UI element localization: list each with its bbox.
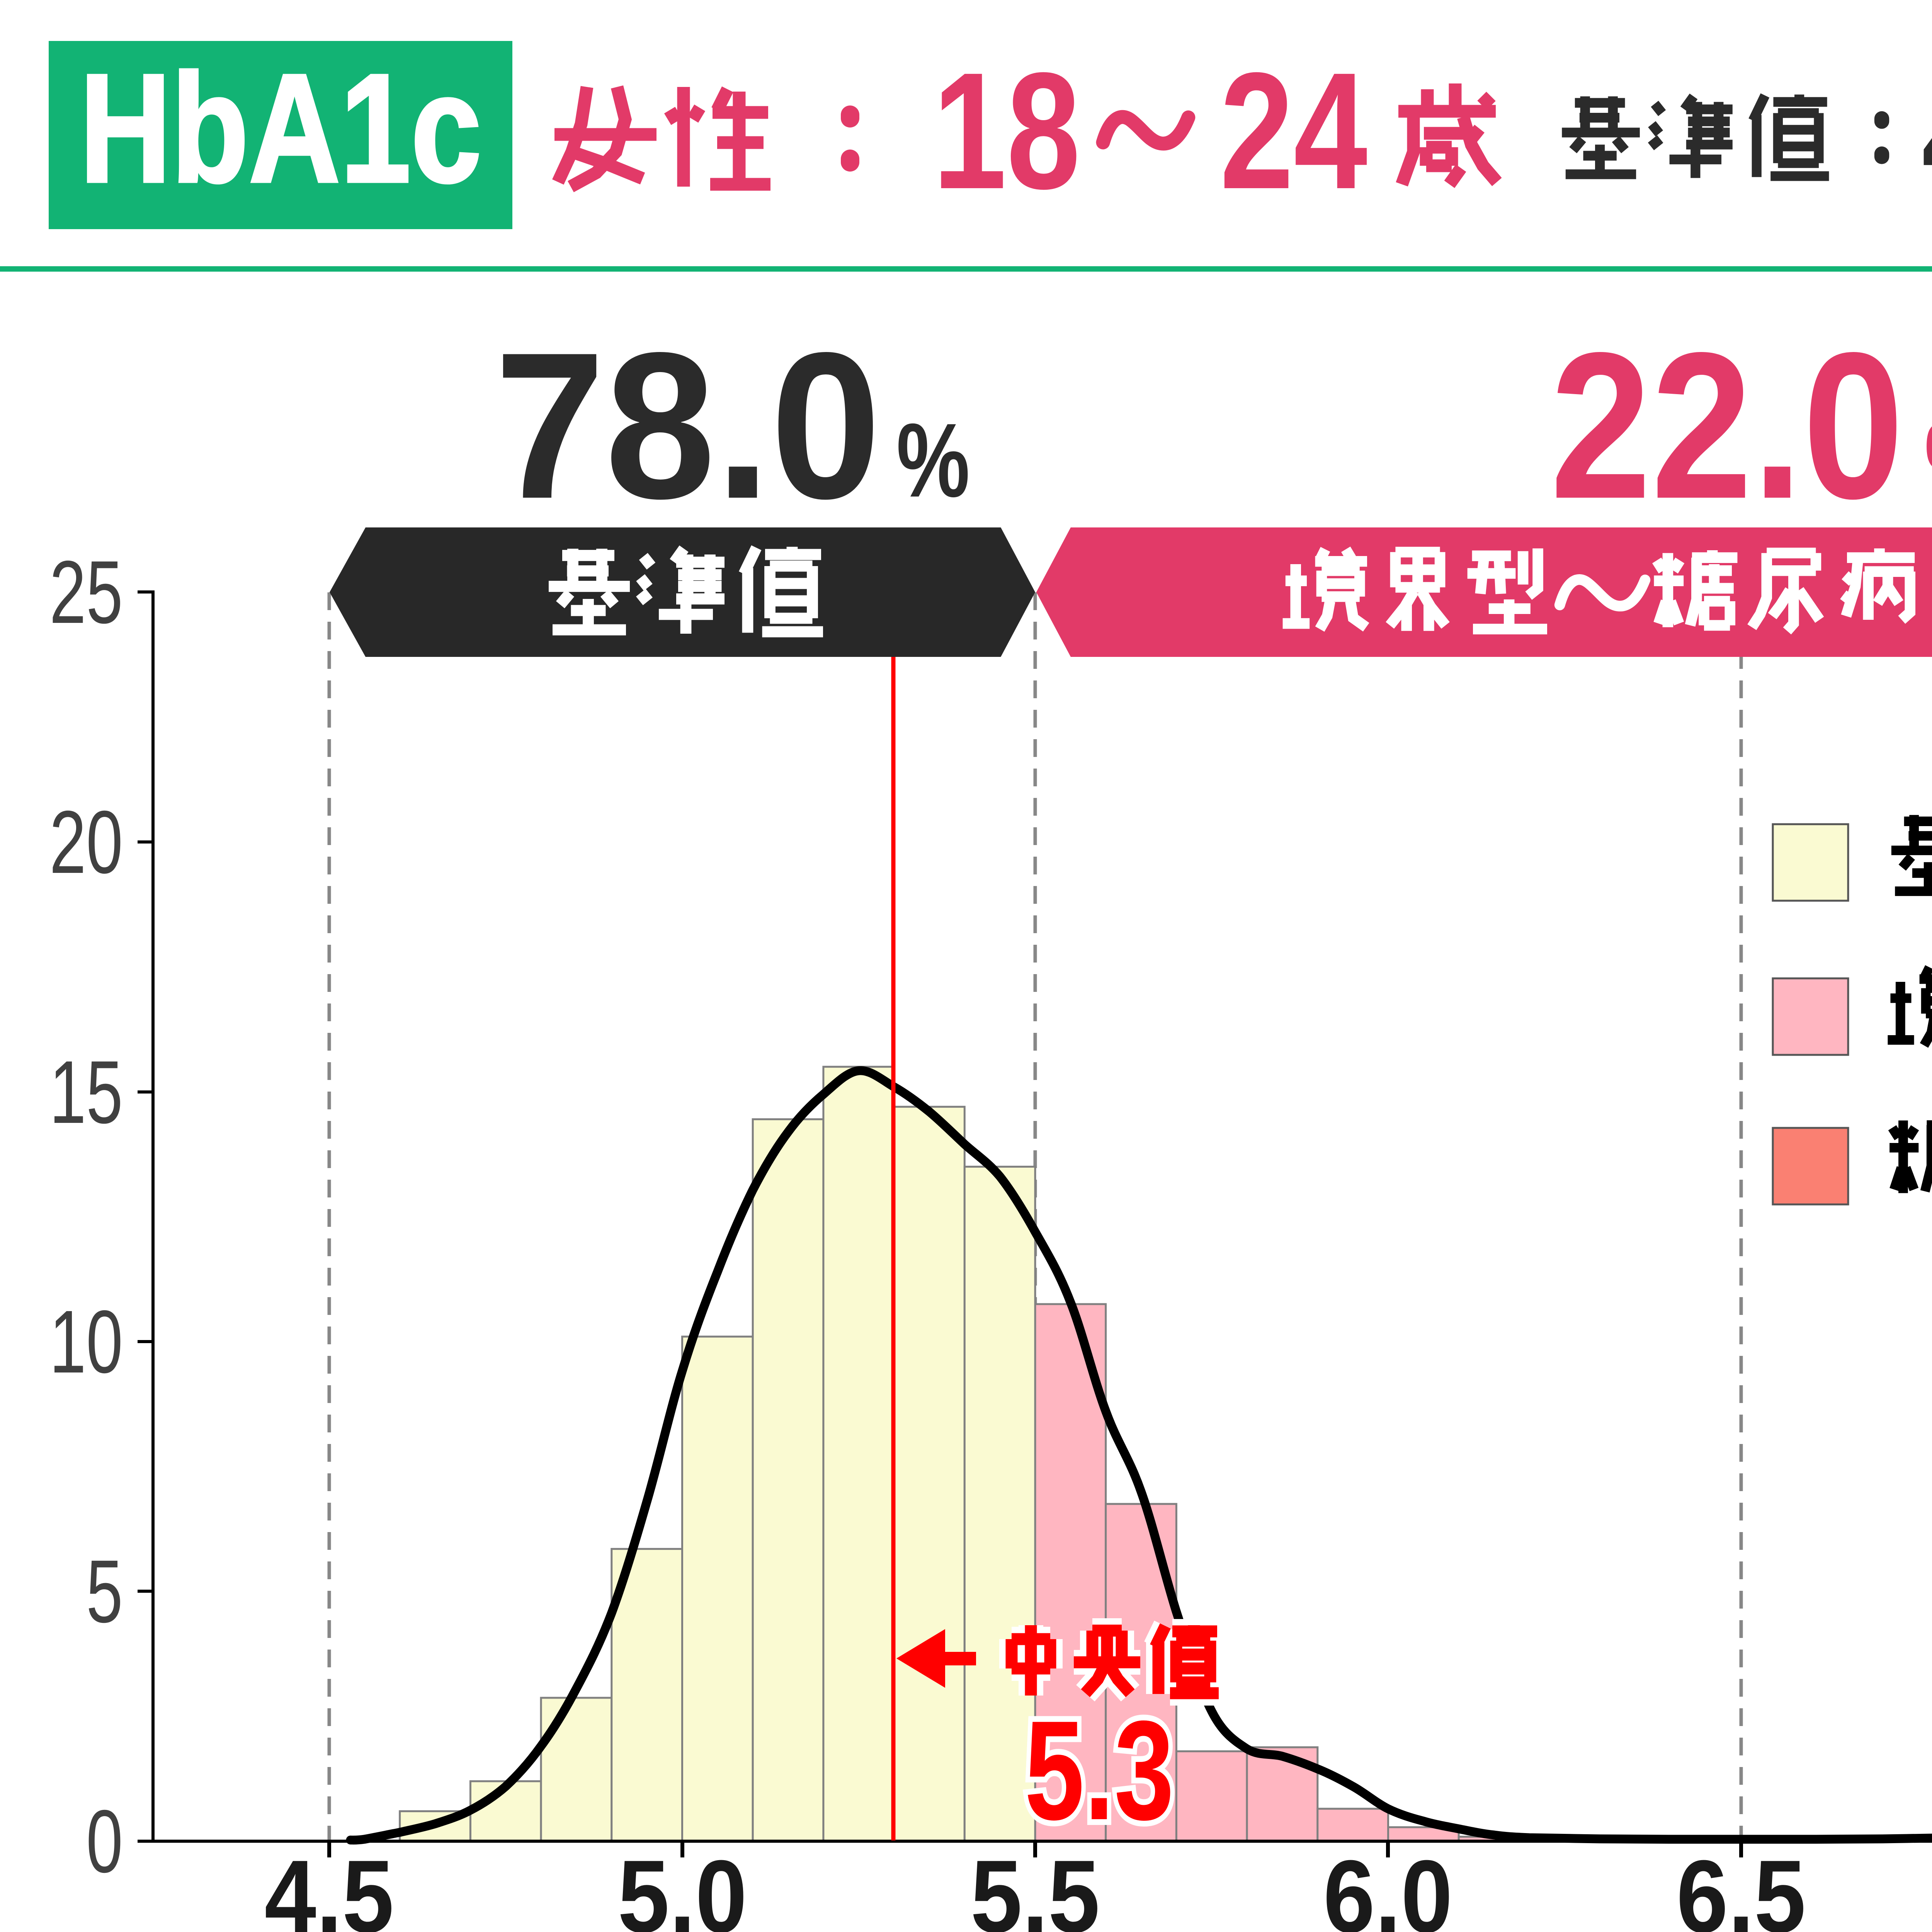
svg-text:6.5: 6.5 — [1677, 1838, 1806, 1932]
svg-text:4.5: 4.5 — [1921, 49, 1932, 219]
svg-text:HbA1c: HbA1c — [80, 42, 481, 214]
svg-text:78.0: 78.0 — [495, 309, 881, 542]
svg-text:5.3: 5.3 — [1025, 1691, 1174, 1849]
svg-text:22.0: 22.0 — [1550, 309, 1904, 542]
svg-text:5.5: 5.5 — [971, 1838, 1100, 1932]
svg-text:6.0: 6.0 — [1323, 1838, 1453, 1932]
svg-text:5: 5 — [86, 1541, 123, 1641]
svg-text:10: 10 — [49, 1292, 123, 1391]
svg-text:%: % — [1925, 401, 1932, 519]
svg-text:24: 24 — [1220, 38, 1368, 224]
svg-text:5.0: 5.0 — [618, 1838, 747, 1932]
svg-text:%: % — [896, 401, 970, 519]
svg-text:15: 15 — [49, 1042, 123, 1142]
svg-text:20: 20 — [49, 792, 123, 892]
svg-text:18: 18 — [933, 38, 1080, 224]
svg-text:4.5: 4.5 — [265, 1838, 394, 1932]
svg-text:0: 0 — [86, 1791, 123, 1891]
svg-text:25: 25 — [49, 542, 123, 642]
